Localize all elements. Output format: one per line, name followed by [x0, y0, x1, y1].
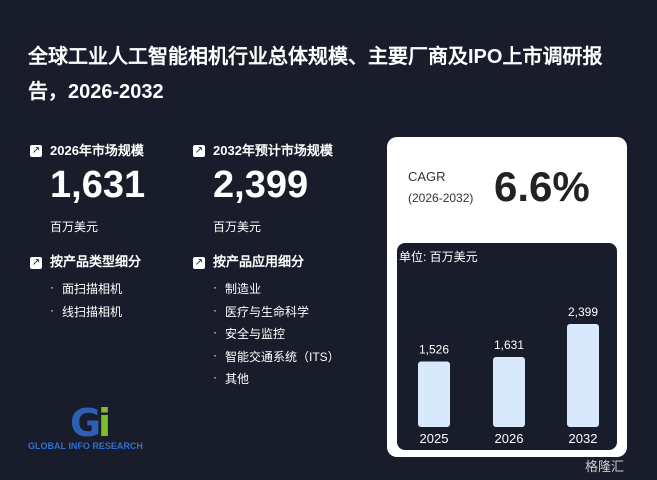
- stat-value: 2,399: [213, 164, 309, 206]
- segment-title: 按产品应用细分: [213, 254, 305, 269]
- stat-unit: 百万美元: [213, 220, 262, 234]
- x-label: 2025: [420, 431, 449, 446]
- segment-item: 面扫描相机: [62, 282, 123, 296]
- bullet: ·: [213, 280, 217, 294]
- segment-item: 线扫描相机: [62, 304, 123, 319]
- bar: [493, 356, 525, 427]
- icon: ↗: [193, 257, 205, 269]
- stat-unit: 百万美元: [50, 220, 99, 234]
- segment-item: 安全与监控: [225, 327, 286, 341]
- x-label: 2026: [495, 431, 524, 446]
- x-label: 2032: [569, 431, 598, 446]
- stat-value: 1,631: [50, 164, 146, 206]
- segment-item: 医疗与生命科学: [225, 304, 310, 319]
- svg-text:G: G: [70, 401, 101, 440]
- stat-label: 2026年市场规模: [50, 143, 144, 158]
- icon: ↗: [30, 145, 42, 157]
- icon: ↗: [30, 257, 42, 269]
- cagr-period: (2026-2032): [408, 191, 474, 205]
- bullet: ·: [213, 370, 217, 384]
- logo-mark: G i: [70, 401, 111, 440]
- bar: [418, 361, 450, 427]
- icon: ↗: [193, 145, 205, 157]
- bar: [567, 324, 599, 427]
- segment-item: 其他: [225, 372, 250, 386]
- segment-item: 智能交通系统（ITS）: [225, 349, 340, 364]
- logo-text: GLOBAL INFO RESEARCH: [28, 441, 143, 451]
- bullet: ·: [50, 302, 54, 317]
- cagr-value: 6.6%: [494, 163, 590, 210]
- value-label: 1,526: [419, 342, 449, 356]
- bullet: ·: [50, 280, 54, 294]
- segment-item: 制造业: [225, 282, 262, 296]
- unit-label: 单位: 百万美元: [399, 250, 478, 264]
- bullet: ·: [213, 325, 217, 339]
- bullet: ·: [213, 302, 217, 317]
- cagr-label: CAGR: [408, 169, 446, 184]
- chart: 1,526 2025 1,631 2026 2,399 2032: [418, 305, 599, 446]
- value-label: 1,631: [494, 338, 524, 352]
- segment-title: 按产品类型细分: [50, 254, 142, 269]
- title: 全球工业人工智能相机行业总体规模、主要厂商及IPO上市调研报告，2026-203…: [28, 46, 603, 103]
- value-label: 2,399: [568, 305, 598, 319]
- stat-label: 2032年预计市场规模: [213, 143, 333, 158]
- svg-text:i: i: [98, 401, 111, 440]
- bullet: ·: [213, 347, 217, 362]
- watermark: 格隆汇: [585, 459, 625, 474]
